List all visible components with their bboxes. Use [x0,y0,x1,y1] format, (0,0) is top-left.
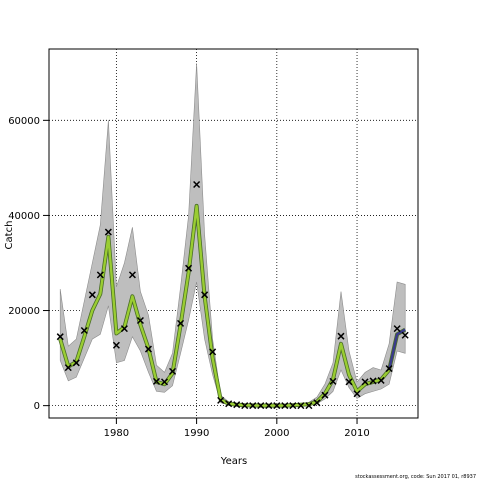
footer-credit: stockassessment.org, code: Sun 2017 01, … [355,474,476,480]
observed-point [112,341,120,349]
observed-point [241,402,249,410]
observed-points-layer [56,180,409,410]
observed-point [209,348,217,356]
observed-point [193,180,201,189]
observed-point [96,271,104,279]
observed-point [313,399,321,407]
observed-point [169,367,177,375]
observed-point [225,400,233,408]
x-tick-label: 2000 [264,428,289,439]
observed-point [72,359,80,367]
y-tick-label: 40000 [8,211,40,222]
observed-point [289,402,297,410]
estimate-line-recent [387,328,406,371]
observed-point [329,377,337,385]
observed-point [80,326,88,335]
observed-point [369,377,377,385]
observed-point [233,401,241,409]
x-tick-label: 1990 [184,428,209,439]
confidence-band-layer [59,63,406,406]
observed-point [393,325,401,333]
observed-point [281,402,289,410]
observed-point [297,402,305,410]
observed-point [152,377,161,385]
observed-point [120,325,128,333]
observed-point [201,291,209,299]
x-tick-label: 1980 [104,428,129,439]
observed-point [177,319,185,327]
observed-point [88,291,96,299]
plot-frame [48,48,419,419]
observed-point [361,378,369,386]
observed-point [136,316,144,325]
observed-point [104,228,112,236]
observed-point [401,331,409,339]
observed-point [56,333,64,341]
observed-point [273,402,281,410]
observed-point [265,402,273,410]
observed-point [345,378,353,386]
confidence-band [59,63,406,406]
observed-point [128,271,136,279]
y-tick-label: 60000 [8,116,40,127]
observed-point [321,391,329,399]
observed-point [353,390,361,398]
observed-point [144,345,153,353]
estimate-line-layer [58,203,407,408]
y-tick-label: 0 [34,401,40,412]
observed-point [257,402,265,410]
estimate-line [59,204,391,407]
observed-point [64,364,72,372]
observed-point [377,376,385,384]
observed-point [249,402,257,410]
x-tick-label: 2010 [344,428,369,439]
observed-point [385,365,393,373]
observed-point [305,402,313,410]
x-axis-title: Years [220,456,247,467]
observed-point [217,396,225,404]
y-axis-title: Catch [4,221,15,250]
observed-point [185,264,193,272]
observed-point [160,378,169,386]
observed-point [337,332,345,340]
axes: 1980 1990 2000 2010 0 20000 40000 60000 [8,116,370,439]
y-tick-label: 20000 [8,306,40,317]
